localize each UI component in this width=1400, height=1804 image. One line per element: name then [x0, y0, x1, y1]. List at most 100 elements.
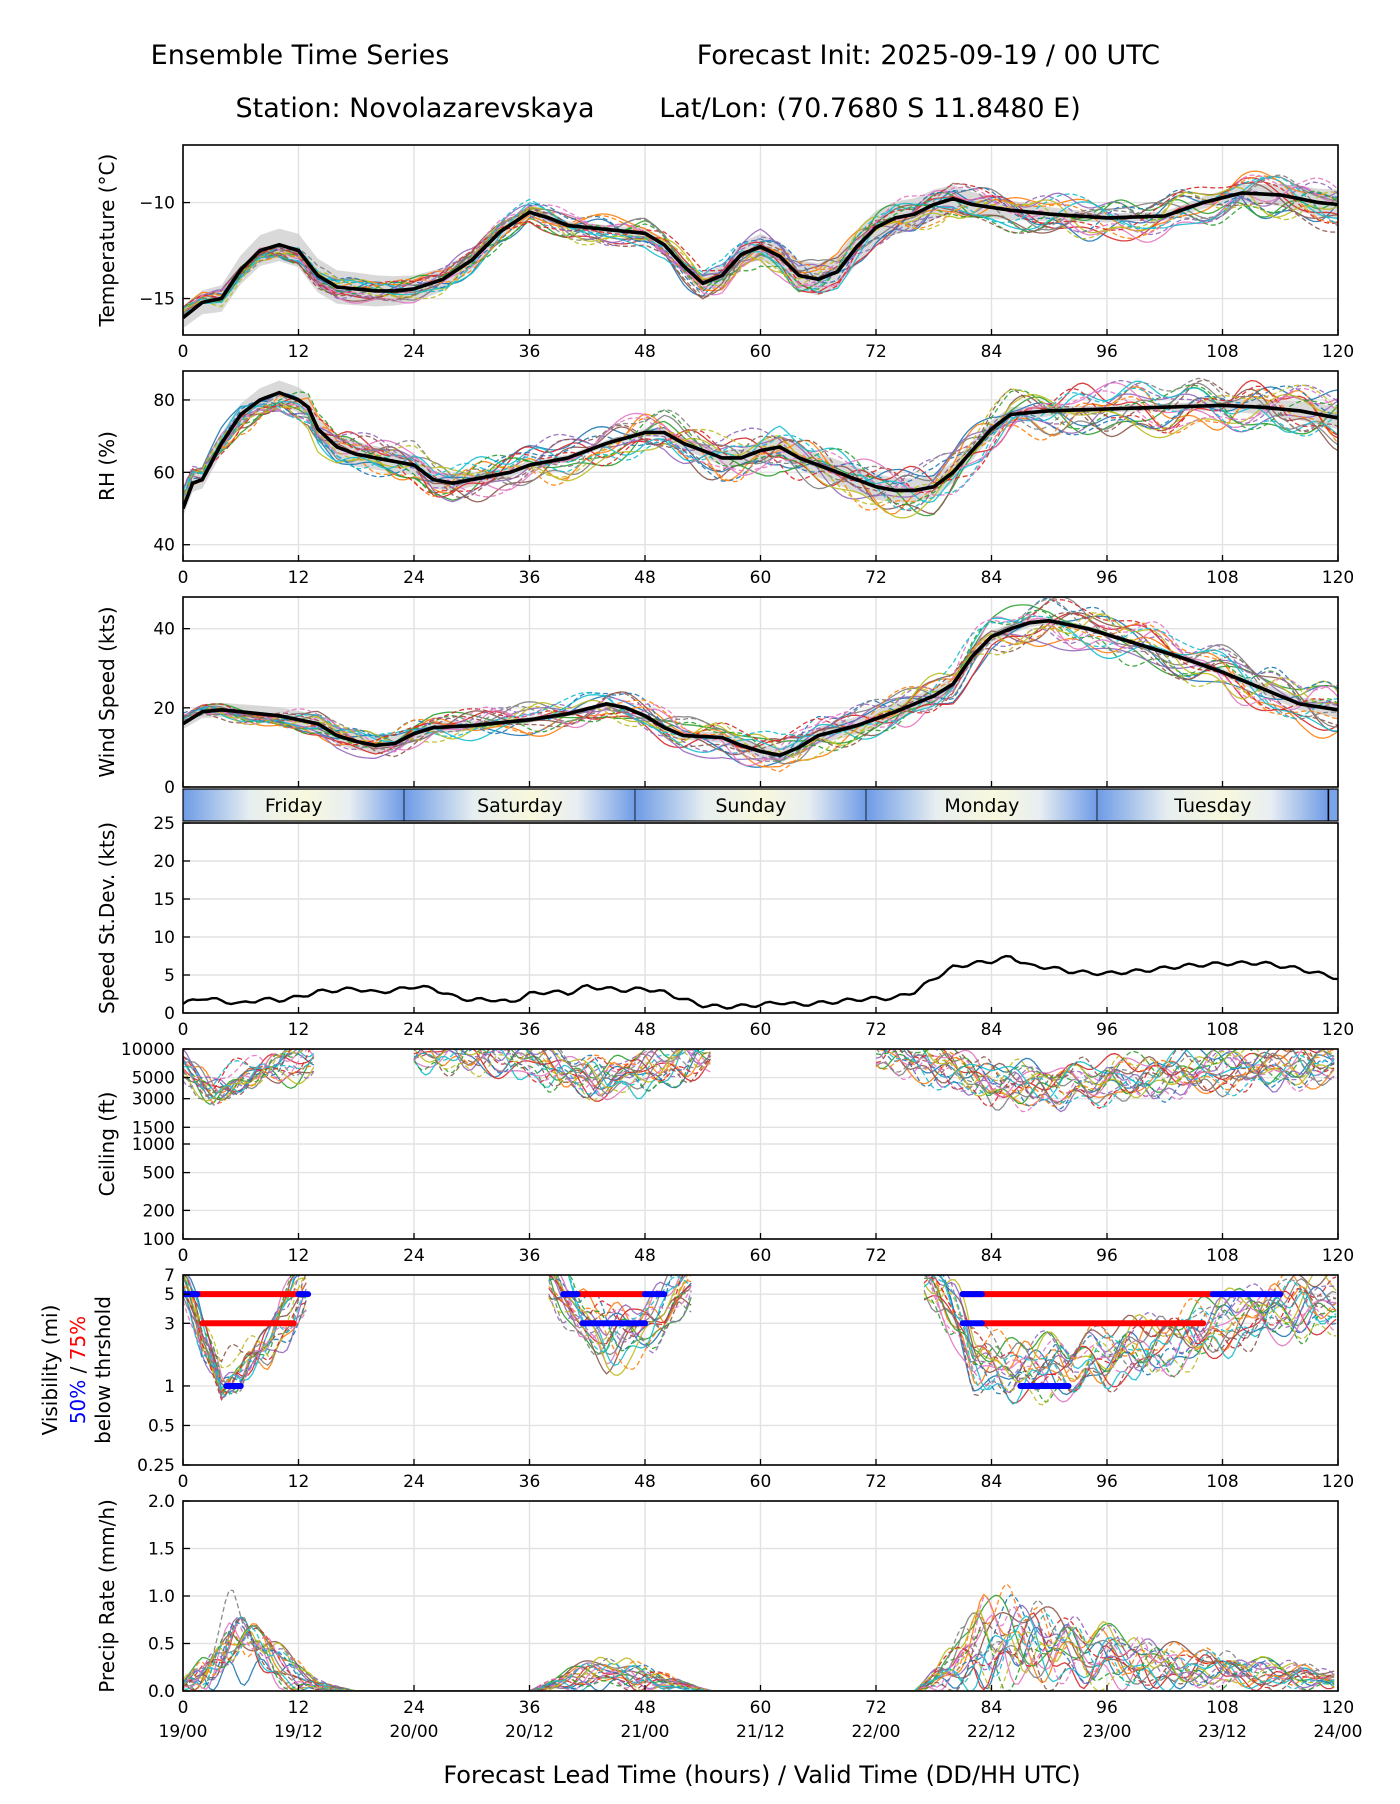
y-tick-label-ceiling: 1000 — [132, 1135, 175, 1155]
member-line-visibility — [924, 1275, 1337, 1380]
y-tick-label-precip: 0.0 — [148, 1682, 175, 1702]
y-tick-label-rh: 40 — [153, 536, 175, 556]
member-line-temperature — [183, 190, 1338, 313]
day-band-friday — [183, 789, 405, 821]
y-tick-label-visibility: 0.5 — [148, 1416, 175, 1436]
member-line-precip — [183, 1596, 1335, 1691]
x-tick-label-rh: 60 — [750, 568, 772, 588]
member-line-precip — [183, 1612, 1335, 1691]
x-tick-label-visibility: 96 — [1096, 1472, 1118, 1492]
member-line-precip — [183, 1582, 1335, 1691]
member-line-ceiling — [183, 1049, 307, 1101]
member-line-ceiling — [183, 1049, 315, 1099]
y-tick-label-stdev: 15 — [153, 890, 175, 910]
panel-visibility: 0 12 24 36 48 60 72 84 96 108 120 0.25 0.5 1 3 57 Visibi… — [38, 1266, 1354, 1492]
member-line-precip — [183, 1617, 1335, 1691]
x-tick-label-precip: 72 — [865, 1698, 887, 1718]
panel-wind: 0 20 40 Wind Speed (kts) — [95, 596, 1339, 798]
member-line-ceiling — [925, 1049, 1335, 1099]
day-band-tuesday — [1097, 789, 1329, 821]
member-line-visibility — [552, 1275, 684, 1376]
member-line-rh — [183, 379, 1338, 497]
member-line-visibility — [940, 1275, 1337, 1395]
member-line-rh — [183, 384, 1338, 506]
title-right: Forecast Init: 2025-09-19 / 00 UTC — [697, 40, 1160, 71]
x-tick-label-visibility: 48 — [634, 1472, 656, 1492]
member-line-precip — [183, 1594, 1335, 1691]
member-line-wind — [183, 609, 1338, 763]
y-tick-label-stdev: 10 — [153, 928, 175, 948]
member-line-visibility — [560, 1275, 692, 1340]
day-band-monday — [866, 789, 1098, 821]
day-label-sunday: Sunday — [715, 795, 786, 817]
y-tick-label-stdev: 25 — [153, 814, 175, 834]
x-tick-label-stdev: 96 — [1096, 1020, 1118, 1040]
member-line-visibility — [923, 1276, 1337, 1393]
prob-sep-label: / — [66, 1360, 90, 1379]
y-axis-prob-label: 50% / 75% — [66, 1316, 90, 1424]
member-line-temperature — [183, 174, 1338, 314]
x-tick-label-precip: 0 — [178, 1698, 189, 1718]
member-line-ceiling — [413, 1049, 691, 1095]
y-tick-label-ceiling: 1500 — [132, 1118, 175, 1138]
y-tick-label-rh: 80 — [153, 391, 175, 411]
member-line-visibility — [183, 1282, 307, 1383]
valid-time-label: 21/00 — [621, 1722, 670, 1742]
y-tick-label-temperature: −15 — [139, 290, 175, 310]
member-line-visibility — [548, 1275, 673, 1350]
member-line-wind — [183, 632, 1338, 768]
member-line-ceiling — [413, 1049, 698, 1084]
member-line-ceiling — [183, 1049, 303, 1100]
member-line-visibility — [567, 1275, 686, 1367]
panel-temperature: 0 12 24 36 48 60 72 84 96 108 120 −15 −10 Temperature… — [95, 144, 1354, 362]
x-tick-label-visibility: 108 — [1206, 1472, 1238, 1492]
y-tick-label-visibility: 5 — [164, 1285, 175, 1305]
member-line-precip — [183, 1631, 1335, 1691]
member-line-visibility — [548, 1280, 692, 1356]
member-line-ceiling — [898, 1049, 1335, 1100]
prob50-label: 50% — [66, 1380, 90, 1424]
x-tick-label-precip: 120 — [1322, 1698, 1354, 1718]
x-tick-label-ceiling: 12 — [288, 1246, 310, 1266]
member-line-visibility — [183, 1290, 307, 1401]
x-tick-label-ceiling: 48 — [634, 1246, 656, 1266]
x-tick-label-temperature: 72 — [865, 342, 887, 362]
panel-stdev: 0 12 24 36 48 60 72 84 96 108 120 0 5 10 15 20 25 Speed S… — [95, 814, 1354, 1040]
member-line-ceiling — [413, 1049, 711, 1093]
valid-time-axis: 19/00 19/12 20/00 20/12 21/00 21/12 22/00 22/12… — [159, 1722, 1363, 1742]
x-tick-label-visibility: 24 — [403, 1472, 425, 1492]
x-tick-label-visibility: 60 — [750, 1472, 772, 1492]
member-line-visibility — [548, 1275, 684, 1338]
plot-area-precip — [183, 1582, 1335, 1691]
y-tick-label-ceiling: 200 — [143, 1201, 175, 1221]
ensemble-mean-temperature — [183, 191, 1338, 320]
x-tick-label-temperature: 24 — [403, 342, 425, 362]
member-line-wind — [183, 613, 1338, 761]
y-tick-label-ceiling: 10000 — [121, 1040, 175, 1060]
member-line-rh — [183, 385, 1338, 500]
member-line-wind — [183, 615, 1338, 740]
x-tick-label-ceiling: 60 — [750, 1246, 772, 1266]
x-tick-label-ceiling: 84 — [981, 1246, 1003, 1266]
x-tick-label-ceiling: 96 — [1096, 1246, 1118, 1266]
x-tick-label-precip: 60 — [750, 1698, 772, 1718]
x-tick-label-stdev: 0 — [178, 1020, 189, 1040]
member-line-temperature — [183, 187, 1338, 314]
title-left: Ensemble Time Series — [151, 40, 450, 71]
member-line-ceiling — [413, 1049, 711, 1099]
member-line-ceiling — [875, 1049, 1335, 1109]
y-axis-label-visibility: Visibility (mi) — [38, 1305, 62, 1436]
member-line-ceiling — [413, 1049, 711, 1081]
valid-time-label: 22/12 — [967, 1722, 1016, 1742]
x-tick-label-rh: 84 — [981, 568, 1003, 588]
y-axis-label-wind: Wind Speed (kts) — [95, 606, 119, 777]
member-line-precip — [183, 1593, 1335, 1691]
y-tick-label-precip: 1.5 — [148, 1540, 175, 1560]
plot-area-stdev — [183, 954, 1338, 1010]
x-tick-label-stdev: 36 — [519, 1020, 541, 1040]
x-tick-label-visibility: 72 — [865, 1472, 887, 1492]
x-tick-label-stdev: 60 — [750, 1020, 772, 1040]
member-line-visibility — [923, 1278, 1337, 1392]
x-tick-label-stdev: 12 — [288, 1020, 310, 1040]
y-axis-label-ceiling: Ceiling (ft) — [95, 1092, 119, 1197]
